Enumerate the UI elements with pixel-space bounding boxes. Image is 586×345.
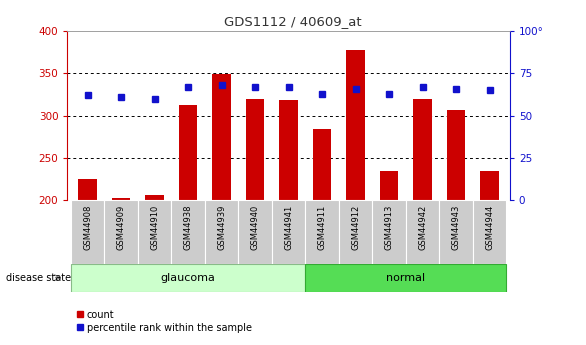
Bar: [104, 200, 138, 264]
Text: GSM44911: GSM44911: [318, 205, 326, 250]
Bar: [71, 200, 104, 264]
Bar: [138, 200, 171, 264]
Text: GSM44944: GSM44944: [485, 205, 494, 250]
Bar: [179, 106, 197, 200]
Text: GSM44912: GSM44912: [351, 205, 360, 250]
Bar: [339, 200, 372, 264]
Text: normal: normal: [386, 273, 425, 283]
Text: glaucoma: glaucoma: [161, 273, 216, 283]
Text: GSM44910: GSM44910: [150, 205, 159, 250]
Bar: [171, 200, 205, 264]
Bar: [481, 171, 499, 200]
Bar: [239, 200, 272, 264]
Bar: [380, 170, 398, 200]
Bar: [112, 198, 130, 200]
Text: disease state: disease state: [6, 273, 71, 283]
Text: GSM44941: GSM44941: [284, 205, 293, 250]
Bar: [246, 99, 264, 200]
Bar: [212, 74, 231, 200]
Bar: [205, 200, 239, 264]
Text: GSM44938: GSM44938: [183, 205, 193, 250]
Text: GSM44940: GSM44940: [251, 205, 260, 250]
Text: GSM44909: GSM44909: [117, 205, 125, 250]
Text: GSM44942: GSM44942: [418, 205, 427, 250]
Bar: [71, 264, 305, 292]
Text: GSM44939: GSM44939: [217, 205, 226, 250]
Bar: [145, 195, 163, 200]
Text: GDS1112 / 40609_at: GDS1112 / 40609_at: [224, 16, 362, 29]
Text: GSM44908: GSM44908: [83, 205, 92, 250]
Bar: [313, 129, 331, 200]
Bar: [79, 179, 97, 200]
Text: GSM44943: GSM44943: [452, 205, 461, 250]
Bar: [346, 50, 365, 200]
Bar: [447, 110, 465, 200]
Bar: [406, 200, 440, 264]
Bar: [440, 200, 473, 264]
Bar: [305, 200, 339, 264]
Bar: [473, 200, 506, 264]
Bar: [372, 200, 406, 264]
Bar: [305, 264, 506, 292]
Bar: [272, 200, 305, 264]
Legend: count, percentile rank within the sample: count, percentile rank within the sample: [72, 306, 255, 337]
Bar: [414, 99, 432, 200]
Bar: [280, 100, 298, 200]
Text: GSM44913: GSM44913: [384, 205, 394, 250]
